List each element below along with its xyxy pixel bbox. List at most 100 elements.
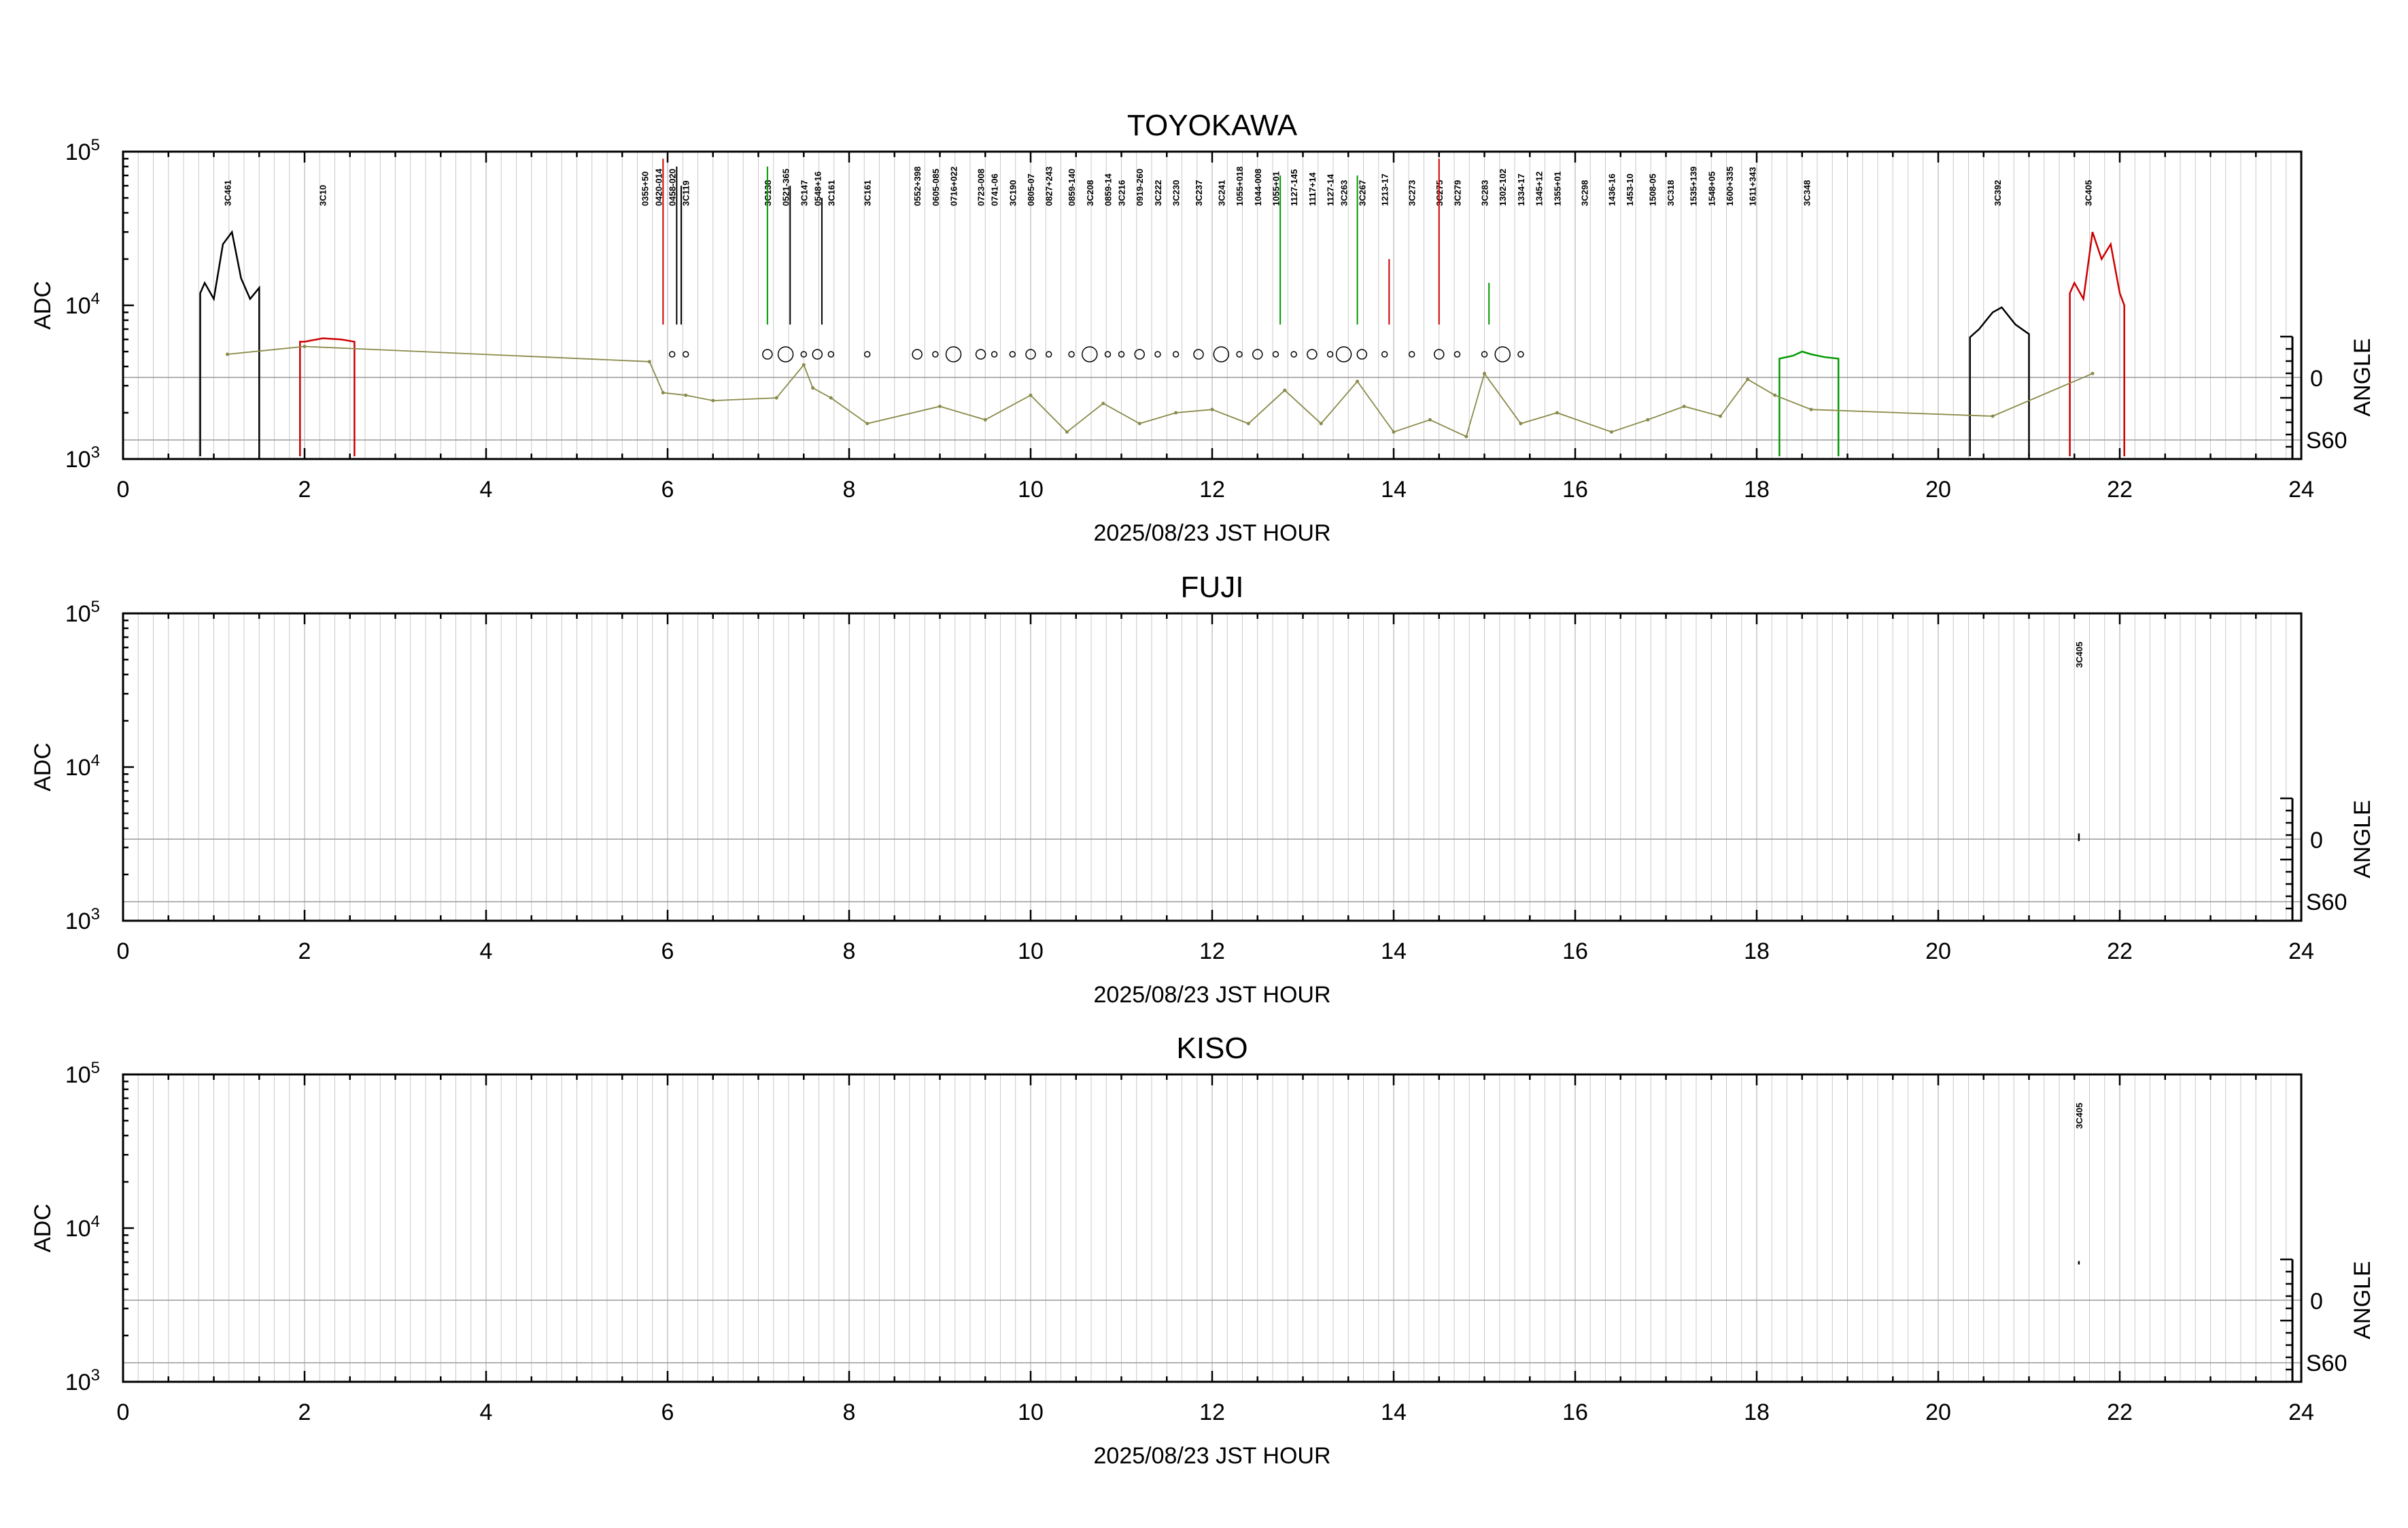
marker-circle — [1172, 351, 1180, 358]
y-axis-label: ADC — [30, 281, 56, 330]
angle-point — [1646, 418, 1650, 422]
x-tick-label: 10 — [1018, 938, 1044, 964]
marker-circle — [1272, 351, 1279, 358]
source-label: 0827+243 — [1044, 167, 1054, 206]
source-label: 1302-102 — [1498, 169, 1508, 206]
x-tick-label: 22 — [2107, 938, 2133, 964]
x-tick-label: 14 — [1381, 477, 1407, 503]
angle-point — [647, 360, 651, 364]
source-label: 3C216 — [1117, 180, 1127, 206]
x-tick-label: 12 — [1199, 1399, 1225, 1425]
angle-point — [811, 386, 815, 390]
angle-point — [711, 398, 715, 403]
angle-point — [1719, 414, 1723, 418]
marker-circle — [1104, 351, 1112, 358]
chart-panel-kiso: 0 2 4 6 8 10 12 14 16 18 20 22 241031041050S60KISO20… — [30, 1032, 2375, 1469]
source-label: 0805-07 — [1026, 173, 1036, 206]
source-label: 3C348 — [1802, 180, 1812, 206]
marker-circle — [1009, 351, 1016, 358]
marker-circle — [1118, 351, 1125, 358]
angle-point — [1174, 411, 1178, 415]
x-tick-label: 6 — [661, 1399, 674, 1425]
angle-point — [1392, 430, 1396, 434]
angle-point — [661, 391, 665, 395]
x-tick-label: 4 — [480, 938, 493, 964]
source-label: 0552+398 — [912, 167, 923, 206]
angle-point — [1101, 401, 1105, 405]
angle-point — [1773, 393, 1777, 397]
marker-circle — [1236, 351, 1243, 358]
marker-circle — [1434, 349, 1445, 360]
marker-circle — [1408, 351, 1415, 358]
x-tick-label: 22 — [2107, 1399, 2133, 1425]
source-label: 3C392 — [1993, 180, 2003, 206]
angle-point — [1609, 430, 1613, 434]
marker-circle — [777, 346, 794, 362]
source-label: 1055+01 — [1271, 171, 1281, 206]
source-label: 1600+335 — [1725, 167, 1735, 206]
marker-circle — [1335, 346, 1352, 362]
source-label: 1548+05 — [1706, 171, 1717, 206]
marker-circle — [1481, 351, 1488, 358]
marker-circle — [682, 351, 689, 358]
source-label: 3C230 — [1171, 180, 1182, 206]
angle-point — [1483, 371, 1486, 375]
source-label: 0355+50 — [640, 171, 651, 206]
angle-tick-label: 0 — [2310, 366, 2323, 392]
angle-point — [1555, 411, 1559, 415]
angle-point — [1519, 422, 1523, 426]
source-label: 3C147 — [799, 180, 809, 206]
marker-circle — [1381, 351, 1388, 358]
angle-point — [1746, 377, 1750, 381]
source-label: 0605-085 — [931, 169, 941, 206]
source-label: 3C283 — [1480, 180, 1490, 206]
marker-circle — [1213, 346, 1230, 362]
x-tick-label: 2 — [298, 1399, 311, 1425]
source-label: 1127-14 — [1326, 173, 1336, 206]
x-tick-label: 18 — [1744, 1399, 1770, 1425]
source-label: 0716+022 — [949, 167, 959, 206]
angle-point — [1065, 430, 1069, 434]
source-label: 3C273 — [1407, 180, 1417, 206]
source-label: 3C208 — [1085, 180, 1095, 206]
source-label: 1535+139 — [1689, 167, 1699, 206]
x-tick-label: 24 — [2288, 938, 2314, 964]
angle-tick-label: S60 — [2306, 889, 2347, 915]
marker-circle — [1326, 351, 1334, 358]
chart-title: TOYOKAWA — [1127, 109, 1298, 142]
angle-point — [774, 396, 778, 400]
marker-circle — [812, 349, 823, 360]
x-tick-label: 4 — [480, 477, 493, 503]
source-label: 1334-17 — [1516, 173, 1526, 206]
marker-circle — [1494, 346, 1511, 362]
x-tick-label: 20 — [1925, 938, 1951, 964]
source-label: 0420-014 — [654, 168, 664, 206]
source-label: 3C461 — [223, 180, 233, 206]
x-tick-label: 18 — [1744, 477, 1770, 503]
x-tick-label: 22 — [2107, 477, 2133, 503]
marker-circle — [668, 351, 676, 358]
source-label: 3C279 — [1452, 180, 1462, 206]
y-axis-label: ADC — [30, 1204, 56, 1253]
angle-point — [1319, 422, 1323, 426]
y-tick-label: 105 — [65, 598, 100, 627]
x-tick-label: 18 — [1744, 938, 1770, 964]
source-label: 0548+16 — [812, 171, 823, 206]
x-axis-label: 2025/08/23 JST HOUR — [1094, 520, 1331, 546]
angle-axis-label: ANGLE — [2350, 800, 2375, 878]
marker-circle — [1025, 349, 1036, 360]
source-label: 3C298 — [1579, 180, 1589, 206]
marker-circle — [1082, 346, 1098, 362]
angle-point — [1029, 393, 1033, 397]
source-label: 0859-140 — [1067, 169, 1077, 206]
x-tick-label: 20 — [1925, 1399, 1951, 1425]
source-label: 1355+01 — [1552, 171, 1562, 206]
marker-circle — [1290, 351, 1297, 358]
y-tick-label: 104 — [65, 751, 100, 781]
source-label: 1213-17 — [1380, 173, 1390, 206]
angle-point — [1210, 407, 1214, 411]
angle-point — [303, 344, 307, 348]
data-series-red — [2069, 231, 2125, 456]
x-tick-label: 10 — [1018, 477, 1044, 503]
x-tick-label: 2 — [298, 938, 311, 964]
